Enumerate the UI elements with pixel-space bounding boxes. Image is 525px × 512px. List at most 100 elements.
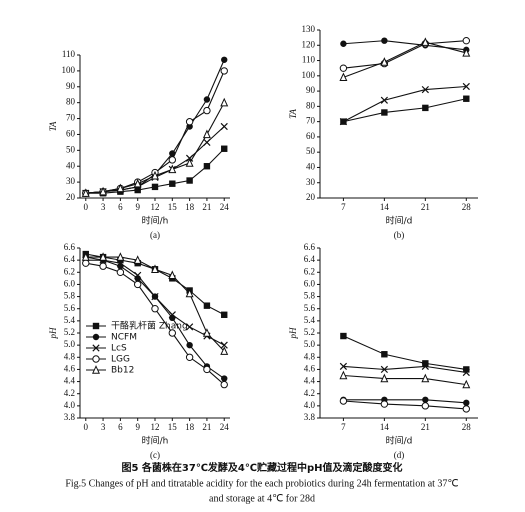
marker [340, 40, 347, 47]
y-tick-label: 30 [66, 176, 76, 186]
x-tick-label: 18 [185, 202, 195, 212]
y-tick-label: 4.4 [304, 376, 316, 386]
marker [168, 156, 177, 164]
marker [421, 373, 430, 383]
x-tick-label: 0 [84, 202, 89, 212]
legend-marker [92, 355, 100, 363]
x-axis-label: 时间/d [386, 215, 413, 227]
marker [339, 370, 348, 380]
y-tick-label: 6.2 [304, 266, 315, 276]
marker [380, 373, 389, 383]
panel-label: (c) [150, 450, 160, 460]
series-line [85, 102, 225, 194]
series-line [343, 399, 467, 404]
legend-label: LcS [111, 344, 127, 354]
marker [220, 97, 229, 107]
y-tick-label: 4.6 [64, 363, 76, 373]
y-tick-label: 130 [302, 24, 316, 34]
marker [203, 163, 211, 170]
x-tick-label: 24 [220, 202, 230, 212]
marker [421, 37, 430, 46]
y-tick-label: 4.2 [304, 388, 315, 398]
marker [168, 311, 176, 319]
marker [133, 178, 142, 188]
x-tick-label: 18 [185, 422, 195, 432]
x-tick-label: 7 [341, 202, 346, 212]
y-tick-label: 70 [306, 116, 316, 126]
x-tick-label: 3 [101, 422, 106, 432]
legend-label: Bb12 [111, 366, 134, 376]
marker [220, 122, 228, 131]
marker [381, 37, 388, 44]
marker [99, 186, 108, 196]
marker [381, 109, 388, 116]
x-tick-label: 28 [462, 422, 472, 432]
x-tick-label: 12 [151, 202, 160, 212]
y-tick-label: 5.8 [64, 291, 76, 301]
marker [462, 379, 471, 389]
marker [463, 366, 470, 373]
marker [116, 268, 125, 276]
marker [186, 177, 193, 184]
y-tick-label: 5.0 [64, 339, 76, 349]
y-tick-label: 80 [306, 100, 316, 110]
y-tick-label: 3.8 [304, 412, 316, 422]
x-axis-label: 时间/h [142, 215, 169, 227]
x-tick-label: 6 [118, 202, 123, 212]
y-tick-label: 60 [66, 129, 76, 139]
y-axis-label: TA [288, 109, 298, 119]
x-tick-label: 7 [341, 422, 346, 432]
marker [220, 380, 228, 389]
marker [169, 180, 176, 187]
caption-zh: 图5 各菌株在37℃发酵及4℃贮藏过程中pH值及滴定酸度变化 [121, 461, 402, 474]
marker [220, 341, 228, 349]
marker [168, 329, 177, 337]
marker [421, 362, 429, 371]
y-tick-label: 4.8 [304, 351, 316, 361]
y-tick-label: 5.6 [304, 303, 316, 313]
marker [133, 255, 142, 264]
marker [202, 328, 211, 337]
y-axis-label: TA [48, 121, 58, 131]
y-axis-label: pH [48, 327, 58, 340]
marker [463, 399, 470, 407]
series-line [343, 400, 467, 410]
y-tick-label: 6.0 [304, 278, 316, 288]
series-line [343, 335, 467, 370]
marker [151, 170, 159, 180]
x-tick-label: 21 [421, 422, 430, 432]
marker [462, 405, 470, 413]
marker [81, 188, 90, 197]
marker [203, 302, 211, 309]
series-line [343, 365, 467, 374]
caption-en: and storage at 4℃ for 28d [209, 493, 315, 504]
y-axis-label: pH [288, 327, 298, 340]
y-tick-label: 20 [306, 192, 316, 202]
panel-label: (d) [394, 450, 405, 460]
series-line [343, 98, 467, 123]
y-tick-label: 60 [306, 131, 316, 141]
x-tick-label: 24 [220, 422, 230, 432]
panel-label: (b) [394, 230, 405, 240]
marker [463, 95, 470, 102]
x-tick-label: 15 [168, 202, 178, 212]
y-tick-label: 80 [66, 97, 76, 107]
marker [381, 351, 388, 358]
marker [422, 360, 429, 367]
marker [99, 252, 108, 261]
y-tick-label: 4.0 [304, 400, 316, 410]
caption-en: Fig.5 Changes of pH and titratable acidi… [65, 478, 458, 489]
x-tick-label: 21 [421, 202, 430, 212]
series-line [343, 40, 467, 69]
y-tick-label: 4.0 [64, 400, 76, 410]
legend-marker [92, 322, 100, 330]
y-tick-label: 5.8 [304, 291, 316, 301]
marker [220, 346, 229, 355]
y-tick-label: 5.6 [64, 303, 76, 313]
marker [203, 365, 211, 374]
x-axis-label: 时间/h [142, 435, 169, 447]
marker [422, 104, 429, 112]
x-tick-label: 6 [118, 422, 123, 432]
series-line [85, 256, 225, 379]
